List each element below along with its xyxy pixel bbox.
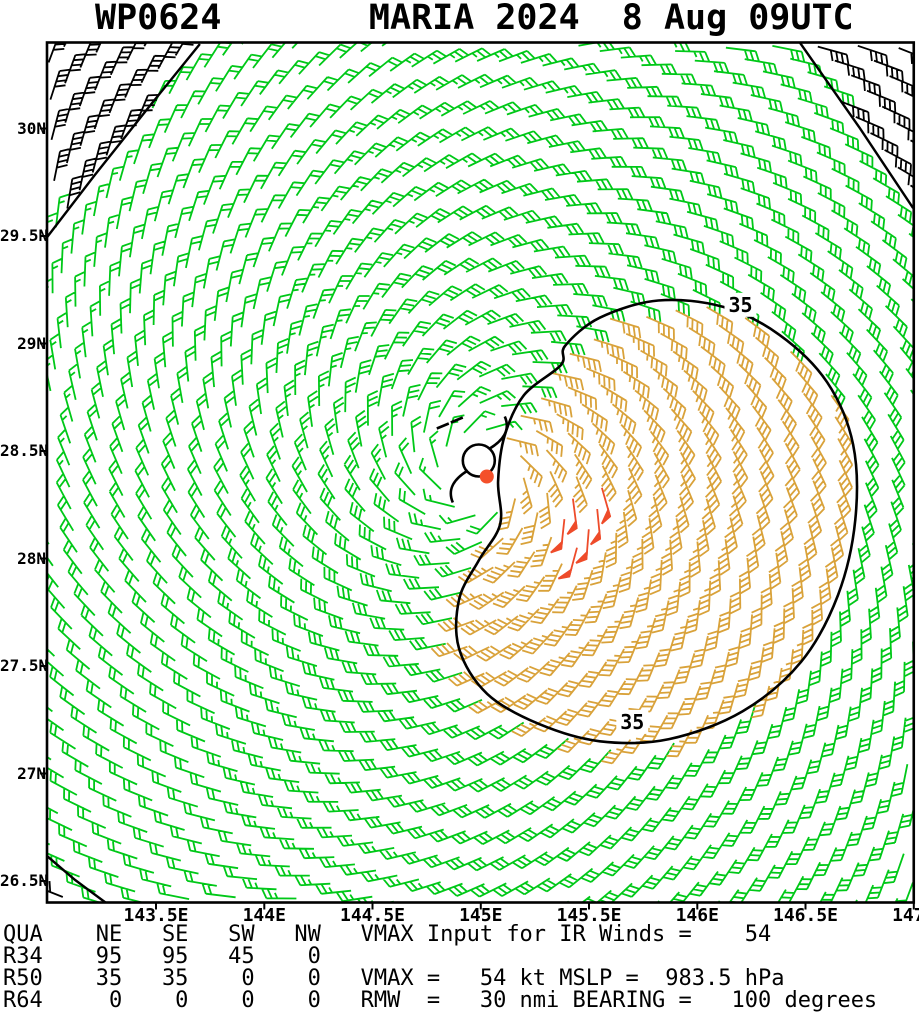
cyclone-symbol [436,415,509,504]
wind-barbs-orange [430,306,854,765]
wind-barbs-green [47,42,914,903]
x-tick-label-144.5E: 144.5E [339,905,406,926]
edge-contour-2 [47,855,107,903]
wind-barbs [47,42,914,903]
cyclone-circle [461,443,497,478]
wind-barbs-red [560,487,611,577]
x-tick-label-147E: 147E [892,905,919,926]
svg-text:35: 35 [728,293,752,317]
contour-label: 35 [616,709,649,734]
chart-title: WP0624 MARIA 2024 8 Aug 09UTC [95,0,854,38]
x-tick-label-145.5E: 145.5E [556,905,622,926]
y-tick-label-29N: 29N [17,333,46,353]
edge-contour-1 [799,42,914,209]
wind-barbs-black [47,42,914,898]
contour-label: 35 [724,292,757,317]
y-tick-label-27N: 27N [17,763,46,783]
edge-contour-0 [47,43,201,238]
footer-line-qua: QUA NE SE SW NW VMAX Input for IR Winds … [3,922,772,947]
footer-line-r64: R64 0 0 0 0 RMW = 30 nmi BEARING = 100 d… [3,988,878,1013]
y-tick-label-28.5N: 28.5N [0,441,49,460]
cyclone-dashes [436,416,464,430]
y-tick-label-27.5N: 27.5N [0,656,49,675]
axis-ticks [40,127,915,910]
y-tick-label-29.5N: 29.5N [0,226,49,245]
y-tick-label-30N: 30N [17,118,46,138]
footer-line-r50: R50 35 35 0 0 VMAX = 54 kt MSLP = 983.5 … [3,966,785,991]
isotach-contour-group [47,42,914,903]
x-tick-label-146E: 146E [675,905,719,926]
footer-line-r34: R34 95 95 45 0 [3,944,321,969]
isotach-35-contour [454,298,859,745]
x-tick-label-143.5E: 143.5E [123,905,189,926]
fix-position-dot [479,469,494,484]
plot-border [45,41,916,904]
x-tick-label-146.5E: 146.5E [772,905,839,926]
svg-text:35: 35 [620,710,644,734]
x-tick-label-144E: 144E [242,905,286,926]
x-tick-label-145E: 145E [459,905,503,926]
wind-barb-flags-red [550,507,612,580]
cyclone-arm-lower [449,469,469,504]
y-tick-label-26.5N: 26.5N [0,871,49,890]
cyclone-arm-upper [489,415,509,450]
footer-stats: QUA NE SE SW NW VMAX Input for IR Winds … [3,924,877,1012]
y-tick-label-28N: 28N [17,548,46,568]
